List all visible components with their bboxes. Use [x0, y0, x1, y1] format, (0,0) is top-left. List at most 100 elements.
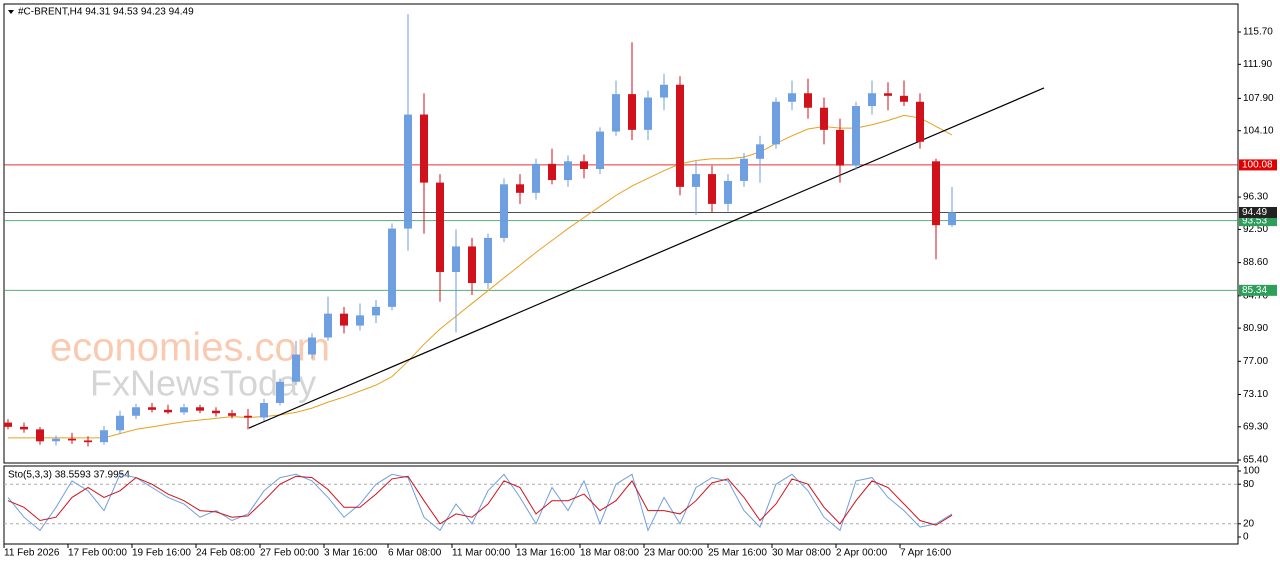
candle-body: [900, 95, 908, 102]
candle-body: [548, 163, 556, 181]
sub-panel: [3, 465, 1239, 545]
candle-body: [404, 114, 412, 229]
x-tick-label: 24 Feb 08:00: [196, 548, 255, 559]
stochastic-label: Sto(5,3,3) 38.5593 37.9954: [8, 470, 130, 481]
level-label: 94.49: [1242, 207, 1267, 218]
watermark: economies.com: [50, 326, 330, 370]
level-label: 100.08: [1242, 160, 1273, 171]
candle-body: [756, 144, 764, 159]
level-label: 85.34: [1242, 285, 1267, 296]
y-tick-label: 84.70: [1243, 290, 1268, 301]
sub-y-tick-label: 100: [1243, 466, 1260, 477]
candle-body: [84, 440, 92, 443]
candle-body: [948, 212, 956, 226]
candle-body: [308, 337, 316, 355]
x-tick-label: 19 Feb 16:00: [132, 548, 191, 559]
level-label: 93.53: [1242, 215, 1267, 226]
x-tick-label: 30 Mar 08:00: [772, 548, 831, 559]
candle-body: [932, 161, 940, 226]
candle-body: [116, 415, 124, 431]
x-tick-label: 2 Apr 00:00: [836, 548, 888, 559]
chart-title: #C-BRENT,H4 94.31 94.53 94.23 94.49: [18, 7, 194, 18]
y-tick-label: 69.30: [1243, 421, 1268, 432]
x-tick-label: 11 Feb 2026: [4, 548, 60, 559]
candle-body: [148, 407, 156, 410]
y-tick-label: 107.90: [1243, 93, 1274, 104]
level-label-box: [1239, 206, 1277, 218]
y-tick-label: 88.60: [1243, 257, 1268, 268]
candle-body: [436, 182, 444, 272]
x-tick-label: 17 Feb 00:00: [68, 548, 127, 559]
candle-body: [388, 228, 396, 307]
candle-body: [4, 422, 12, 427]
candle-body: [20, 426, 28, 430]
y-tick-label: 92.50: [1243, 224, 1268, 235]
trendline: [248, 87, 1045, 429]
candle-body: [532, 163, 540, 193]
main-panel: [3, 3, 1239, 464]
candle-body: [212, 410, 220, 414]
candle-body: [276, 381, 284, 404]
y-tick-label: 115.70: [1243, 27, 1273, 38]
y-tick-label: 104.10: [1243, 125, 1274, 136]
x-tick-label: 13 Mar 16:00: [516, 548, 575, 559]
stochastic-line: [7, 475, 953, 526]
y-tick-label: 111.90: [1243, 59, 1273, 70]
candle-body: [100, 430, 108, 443]
candle-body: [804, 93, 812, 108]
candle-body: [52, 438, 60, 442]
sub-y-tick-label: 20: [1243, 518, 1255, 529]
candle-body: [580, 161, 588, 169]
candle-body: [836, 129, 844, 166]
candle-body: [596, 131, 604, 169]
y-tick-label: 77.00: [1243, 356, 1268, 367]
candle-body: [164, 409, 172, 413]
candle-body: [468, 246, 476, 284]
candle-body: [452, 246, 460, 272]
candle-body: [196, 407, 204, 411]
candle-body: [884, 93, 892, 96]
y-tick-label: 80.90: [1243, 323, 1268, 334]
candle-body: [724, 180, 732, 204]
candle-body: [660, 84, 668, 98]
candle-body: [852, 106, 860, 166]
candle-body: [564, 161, 572, 181]
candle-body: [132, 407, 140, 416]
candle-body: [356, 315, 364, 326]
candle-body: [516, 184, 524, 193]
candle-body: [788, 93, 796, 102]
candle-body: [228, 413, 236, 416]
candle-body: [420, 114, 428, 183]
level-label-box: [1239, 215, 1277, 227]
candle-body: [500, 184, 508, 238]
level-label-box: [1239, 159, 1277, 171]
candle-body: [372, 306, 380, 316]
x-tick-label: 27 Feb 00:00: [260, 548, 319, 559]
candle-body: [644, 97, 652, 130]
sub-y-tick-label: 80: [1243, 479, 1255, 490]
x-tick-label: 6 Mar 08:00: [388, 548, 442, 559]
x-tick-label: 23 Mar 00:00: [644, 548, 703, 559]
stochastic-line: [7, 473, 953, 532]
candle-body: [868, 93, 876, 107]
candle-body: [340, 313, 348, 326]
candle-body: [676, 84, 684, 187]
x-tick-label: 25 Mar 16:00: [708, 548, 767, 559]
candle-body: [324, 313, 332, 338]
y-tick-label: 96.30: [1243, 192, 1268, 203]
candle-body: [772, 101, 780, 145]
candle-body: [260, 403, 268, 418]
x-tick-label: 11 Mar 00:00: [452, 548, 511, 559]
candle-body: [692, 174, 700, 187]
candle-body: [68, 438, 76, 441]
candle-body: [612, 94, 620, 132]
candle-body: [292, 354, 300, 382]
candle-body: [916, 101, 924, 142]
candle-body: [180, 407, 188, 413]
candle-body: [740, 158, 748, 181]
menu-arrow[interactable]: [8, 10, 14, 14]
candle-body: [484, 237, 492, 284]
candle-body: [628, 94, 636, 130]
sub-y-tick-label: 0: [1243, 532, 1249, 543]
